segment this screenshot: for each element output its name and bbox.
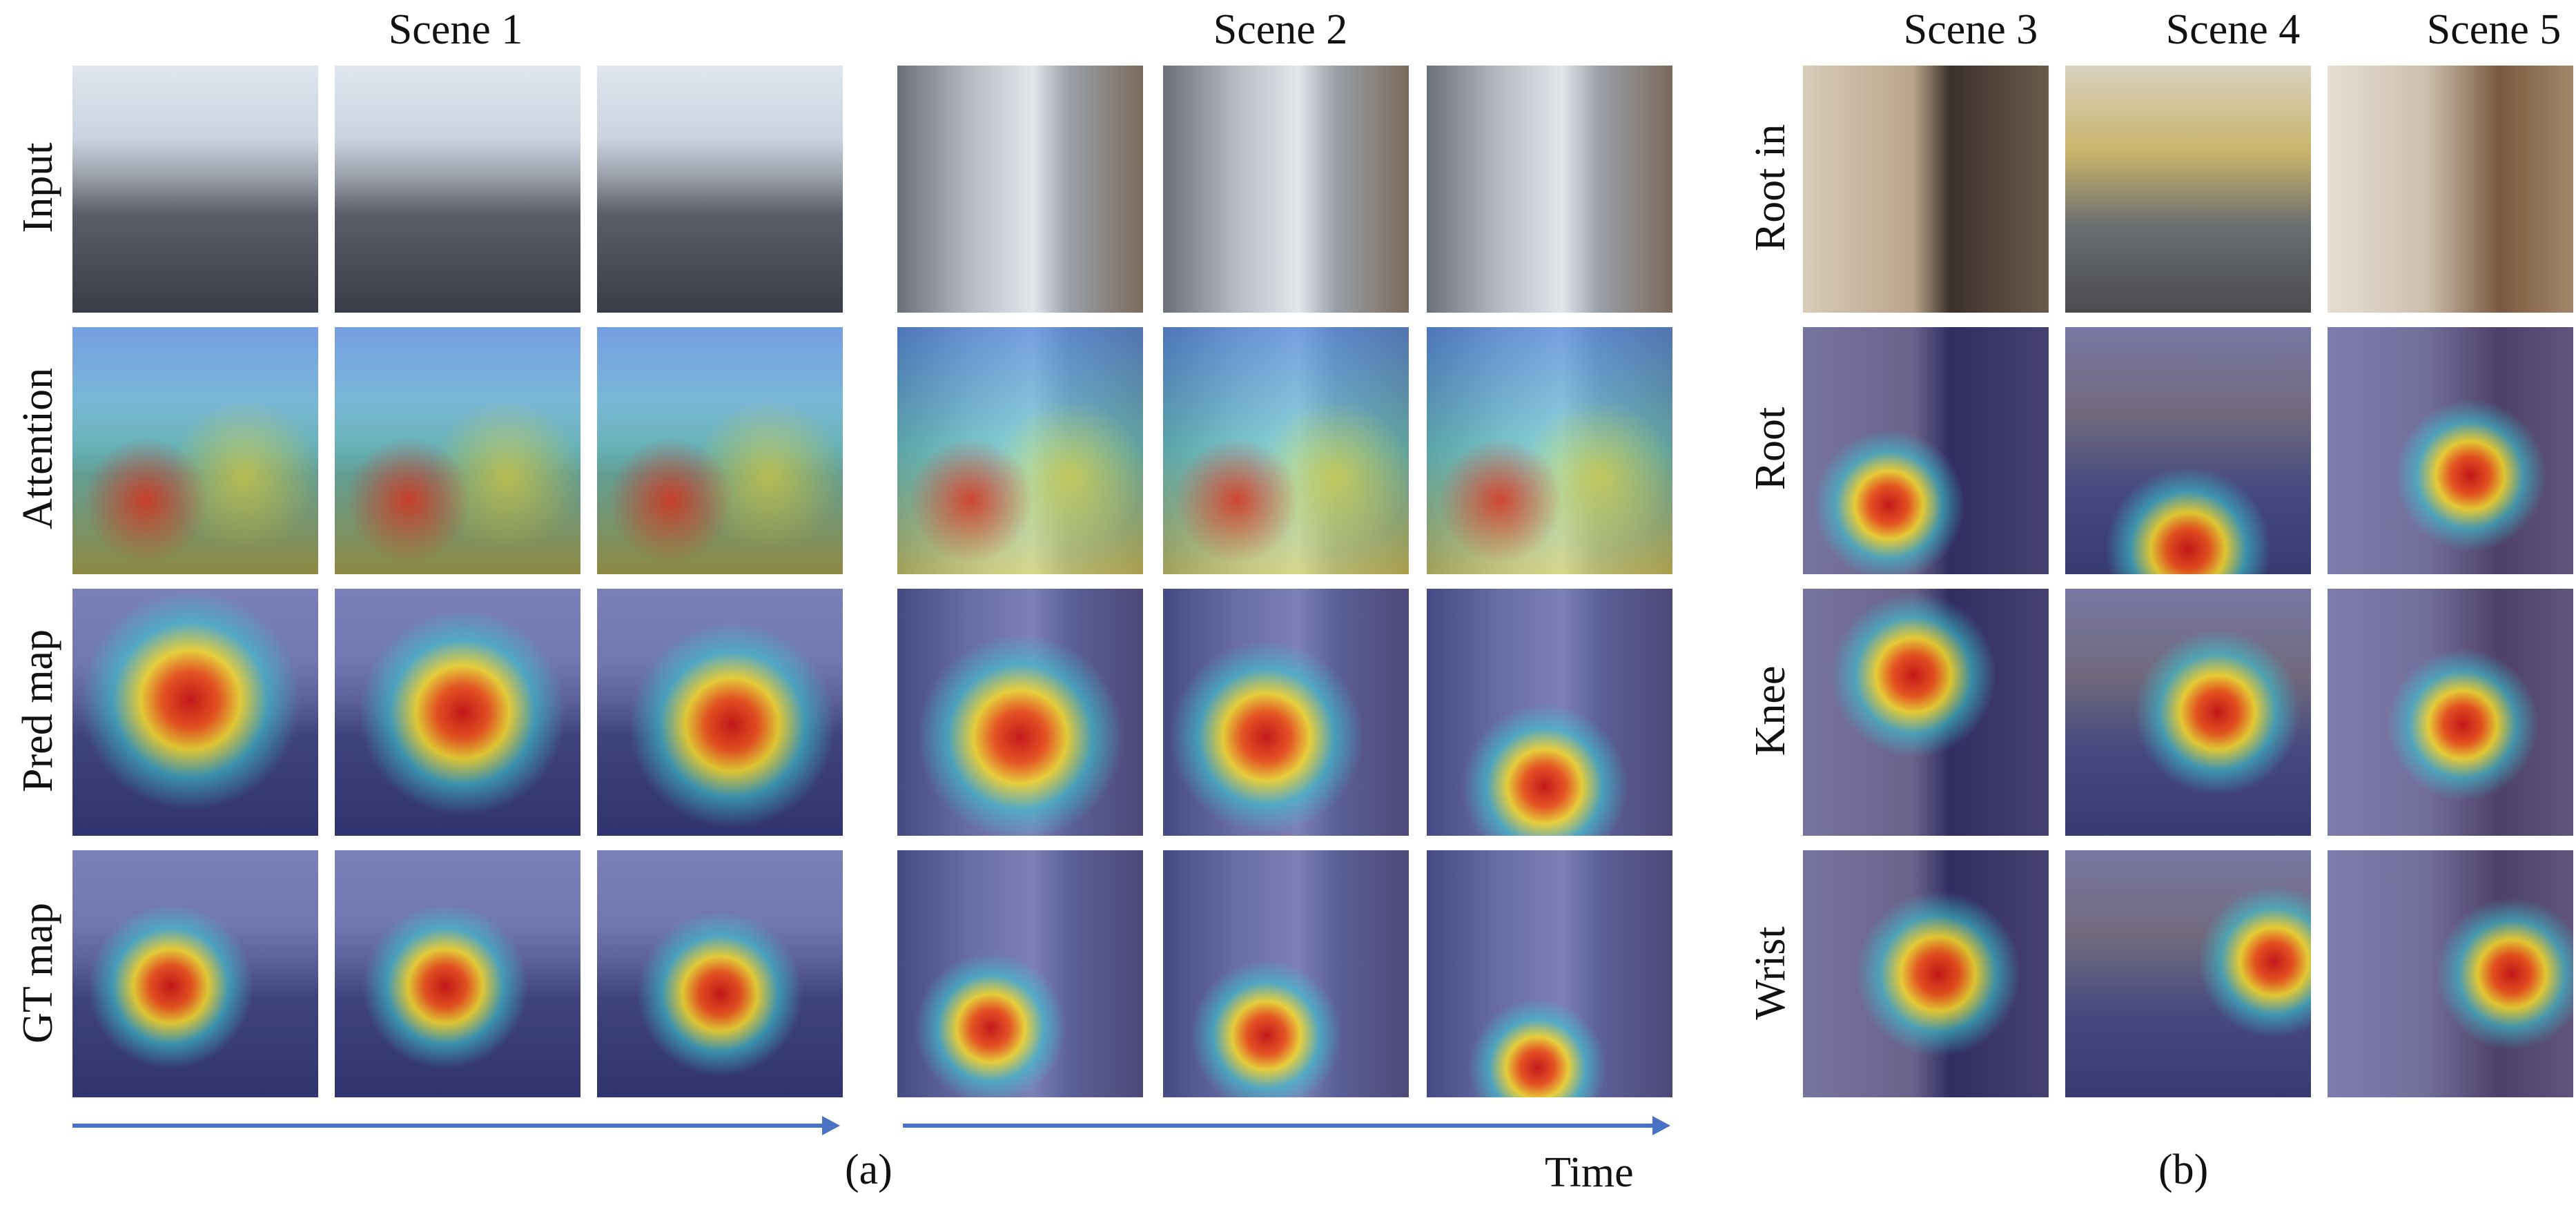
pred-map-tile — [1427, 589, 1672, 836]
attention-tile — [72, 327, 318, 574]
scene-2-header: Scene 2 — [1213, 6, 1348, 53]
gt-map-tile — [72, 850, 318, 1097]
root-heatmap-tile — [1803, 327, 2049, 574]
pred-map-tile — [897, 589, 1143, 836]
input-tile — [335, 66, 580, 313]
root-heatmap-tile — [2328, 327, 2573, 574]
scene-1-header: Scene 1 — [388, 6, 523, 53]
time-arrow-scene-1 — [72, 1116, 840, 1135]
knee-heatmap-tile — [2065, 589, 2311, 836]
attention-tile — [897, 327, 1143, 574]
gt-map-tile — [1163, 850, 1409, 1097]
input-tile — [72, 66, 318, 313]
row-label-gt-map: GT map — [14, 903, 61, 1044]
pred-map-tile — [335, 589, 580, 836]
row-label-pred-map: Pred map — [14, 629, 61, 792]
scene-3-header: Scene 3 — [1903, 6, 2038, 53]
knee-heatmap-tile — [2328, 589, 2573, 836]
input-tile — [1163, 66, 1409, 313]
root-heatmap-tile — [2065, 327, 2311, 574]
root-in-tile — [2065, 66, 2311, 313]
row-label-attention: Attention — [14, 367, 61, 530]
time-arrow-scene-2 — [903, 1116, 1670, 1135]
root-in-tile — [1803, 66, 2049, 313]
gt-map-tile — [335, 850, 580, 1097]
wrist-heatmap-tile — [1803, 850, 2049, 1097]
attention-tile — [597, 327, 843, 574]
row-label-input: Input — [14, 142, 61, 233]
scene-5-header: Scene 5 — [2426, 6, 2562, 53]
row-label-wrist: Wrist — [1747, 926, 1794, 1020]
attention-tile — [1427, 327, 1672, 574]
row-label-knee: Knee — [1747, 665, 1794, 756]
row-label-root: Root — [1747, 406, 1794, 491]
input-tile — [1427, 66, 1672, 313]
scene-4-header: Scene 4 — [2165, 6, 2301, 53]
input-tile — [897, 66, 1143, 313]
time-label: Time — [1545, 1149, 1634, 1196]
wrist-heatmap-tile — [2328, 850, 2573, 1097]
root-in-tile — [2328, 66, 2573, 313]
attention-tile — [1163, 327, 1409, 574]
gt-map-tile — [897, 850, 1143, 1097]
row-label-root-in: Root in — [1747, 124, 1794, 252]
attention-tile — [335, 327, 580, 574]
wrist-heatmap-tile — [2065, 850, 2311, 1097]
pred-map-tile — [597, 589, 843, 836]
caption-b: (b) — [2158, 1146, 2209, 1193]
caption-a: (a) — [845, 1146, 892, 1193]
gt-map-tile — [597, 850, 843, 1097]
pred-map-tile — [1163, 589, 1409, 836]
pred-map-tile — [72, 589, 318, 836]
knee-heatmap-tile — [1803, 589, 2049, 836]
input-tile — [597, 66, 843, 313]
gt-map-tile — [1427, 850, 1672, 1097]
